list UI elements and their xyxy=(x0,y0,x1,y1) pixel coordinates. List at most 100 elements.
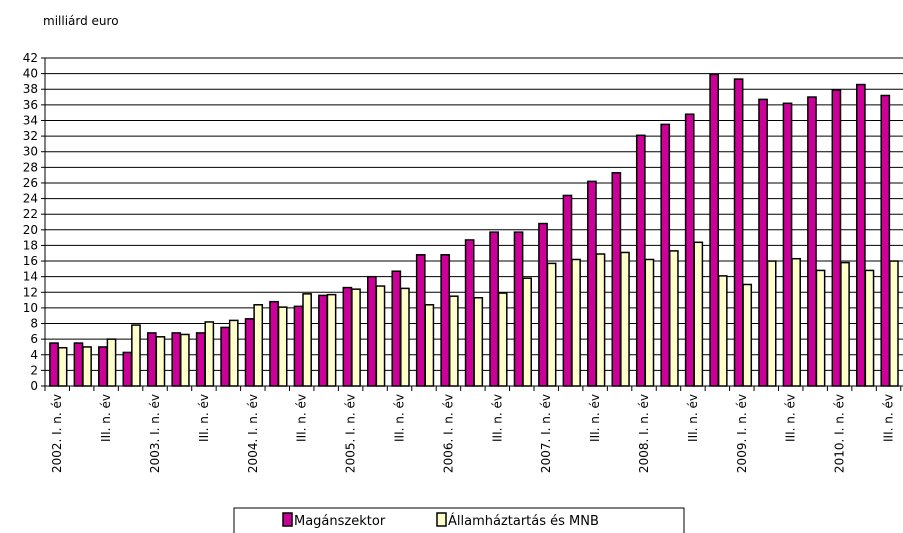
bar-government-mnb xyxy=(131,324,141,387)
bar-private-sector xyxy=(538,222,548,387)
bar-private-sector xyxy=(293,305,304,387)
y-tick-label: 6 xyxy=(30,332,38,346)
bar-private-sector xyxy=(831,89,842,387)
y-tick-label: 12 xyxy=(23,285,38,299)
bar-private-sector xyxy=(807,96,817,387)
x-category-label: 2003. I. n. év xyxy=(148,394,162,473)
bar-government-mnb xyxy=(546,262,557,387)
axis-layer: 0246810121416182022242628303234363840422… xyxy=(23,51,903,473)
x-category-label: 2009. I. n. év xyxy=(735,394,749,473)
bar-government-mnb xyxy=(228,319,239,387)
y-tick-label: 14 xyxy=(23,270,38,284)
bar-government-mnb xyxy=(669,250,679,387)
bar-government-mnb xyxy=(522,277,532,387)
legend-label-private-sector: Magánszektor xyxy=(294,514,386,529)
bar-private-sector xyxy=(562,194,573,387)
y-tick-label: 20 xyxy=(23,223,38,237)
bar-private-sector xyxy=(220,326,231,387)
bar-private-sector xyxy=(244,318,255,387)
bar-government-mnb xyxy=(791,257,801,387)
y-tick-label: 0 xyxy=(30,379,38,393)
y-tick-label: 40 xyxy=(23,67,38,81)
y-tick-label: 42 xyxy=(23,51,38,65)
bar-government-mnb xyxy=(497,292,508,387)
bar-private-sector xyxy=(758,98,768,387)
bar-government-mnb xyxy=(204,321,215,387)
legend-box xyxy=(233,507,685,533)
bar-private-sector xyxy=(73,342,84,387)
y-tick-label: 26 xyxy=(23,176,38,190)
x-category-label: III. n. év xyxy=(588,394,602,442)
y-tick-label: 32 xyxy=(23,129,38,143)
y-tick-label: 30 xyxy=(23,145,38,159)
bar-government-mnb xyxy=(717,275,728,387)
legend-swatch-private-sector xyxy=(282,512,293,527)
bar-private-sector xyxy=(782,102,793,387)
x-category-label: 2007. I. n. év xyxy=(539,394,553,473)
bar-government-mnb xyxy=(424,304,435,387)
bar-private-sector xyxy=(611,172,622,387)
bar-government-mnb xyxy=(155,336,166,387)
x-category-label: 2005. I. n. év xyxy=(344,394,358,473)
y-tick-label: 16 xyxy=(23,254,38,268)
bar-private-sector xyxy=(880,94,891,387)
bar-government-mnb xyxy=(180,333,190,387)
bar-private-sector xyxy=(684,113,695,387)
x-category-label: III. n. év xyxy=(784,394,798,442)
bar-government-mnb xyxy=(351,288,361,387)
legend: Magánszektor Államháztartás és MNB xyxy=(233,507,685,533)
x-category-label: III. n. év xyxy=(99,394,113,442)
bar-private-sector xyxy=(440,254,451,387)
bar-private-sector xyxy=(269,300,279,387)
bar-private-sector xyxy=(415,254,426,387)
bar-private-sector xyxy=(49,342,59,387)
y-tick-label: 2 xyxy=(30,363,38,377)
bar-government-mnb xyxy=(693,241,704,387)
bar-government-mnb xyxy=(448,295,459,387)
bar-private-sector xyxy=(367,275,377,387)
y-tick-label: 38 xyxy=(23,82,38,96)
x-category-label: III. n. év xyxy=(490,394,504,442)
x-category-label: III. n. év xyxy=(295,394,309,442)
bar-private-sector xyxy=(489,231,499,387)
y-tick-label: 34 xyxy=(23,113,38,127)
bar-government-mnb xyxy=(253,304,264,387)
bar-government-mnb xyxy=(742,283,753,387)
bar-private-sector xyxy=(660,123,671,387)
y-tick-label: 28 xyxy=(23,160,38,174)
bar-government-mnb xyxy=(473,297,484,387)
bar-government-mnb xyxy=(82,346,92,387)
bar-government-mnb xyxy=(400,287,410,387)
bar-government-mnb xyxy=(106,338,117,387)
bar-government-mnb xyxy=(302,293,312,387)
bar-government-mnb xyxy=(620,251,630,387)
bar-government-mnb xyxy=(864,269,875,387)
bar-private-sector xyxy=(513,231,524,387)
bar-private-sector xyxy=(122,351,133,387)
bar-government-mnb xyxy=(326,293,337,387)
x-category-label: 2010. I. n. év xyxy=(833,394,847,473)
bar-government-mnb xyxy=(840,261,850,387)
bar-private-sector xyxy=(318,294,328,387)
bar-private-sector xyxy=(342,286,353,387)
y-tick-label: 4 xyxy=(30,348,38,362)
x-category-label: III. n. év xyxy=(686,394,700,442)
y-tick-label: 10 xyxy=(23,301,38,315)
bar-private-sector xyxy=(195,332,206,387)
x-category-label: III. n. év xyxy=(393,394,407,442)
bar-government-mnb xyxy=(766,260,777,387)
bar-private-sector xyxy=(635,134,646,387)
bar-government-mnb xyxy=(277,306,288,387)
y-tick-label: 8 xyxy=(30,317,38,331)
bar-government-mnb xyxy=(815,269,826,387)
bar-private-sector xyxy=(856,83,866,387)
bar-government-mnb xyxy=(57,346,68,387)
bar-private-sector xyxy=(709,73,719,387)
bar-private-sector xyxy=(587,180,597,387)
bar-government-mnb xyxy=(595,253,606,387)
x-category-label: 2002. I. n. év xyxy=(50,394,64,473)
unit-label: milliárd euro xyxy=(43,14,119,28)
bar-private-sector xyxy=(171,332,182,387)
bar-government-mnb xyxy=(571,258,581,387)
